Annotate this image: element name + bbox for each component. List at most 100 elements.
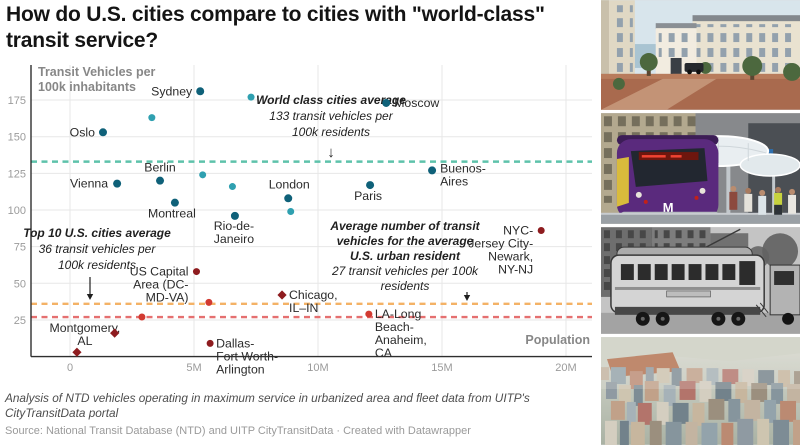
point-label: US Capital	[130, 265, 189, 279]
y-tick-label: 50	[14, 278, 26, 290]
y-tick-label: 175	[8, 95, 26, 107]
point-label: IL–IN	[289, 301, 318, 315]
y-tick-label: 150	[8, 132, 26, 144]
data-point-us-capital-area-dc-md-va[interactable]	[192, 268, 200, 276]
point-label: AL	[77, 334, 92, 348]
point-label: Jersey City-	[468, 237, 533, 251]
point-label: Rio-de-	[214, 219, 254, 233]
data-point-unlabeled[interactable]	[247, 93, 255, 101]
x-axis-title: Population	[525, 333, 590, 347]
data-point-london[interactable]	[284, 194, 293, 203]
point-label: Vienna	[70, 177, 108, 191]
annotation-world-class: 100k residents	[292, 125, 370, 139]
data-point-unlabeled[interactable]	[138, 313, 146, 321]
annotation-arrow-icon	[86, 294, 94, 300]
data-point-unlabeled[interactable]	[228, 183, 236, 191]
annotation-top10-us: 36 transit vehicles per	[39, 242, 157, 256]
photo-purple-light-rail: M	[601, 113, 800, 224]
source-link[interactable]: National Transit Database (NTD) and UITP…	[45, 425, 334, 437]
annotation-us-average: U.S. urban resident	[350, 249, 461, 263]
separator: ·	[336, 425, 341, 437]
data-point-vienna[interactable]	[113, 179, 122, 188]
point-label: NYC-	[503, 224, 533, 238]
streetcar-graphic	[601, 227, 800, 334]
source-prefix: Source:	[5, 425, 43, 437]
chart-source: Source: National Transit Database (NTD) …	[5, 425, 595, 437]
point-label: Sydney	[151, 84, 193, 98]
point-label: Buenos-	[440, 161, 486, 175]
datawrapper-attribution-link[interactable]: Created with Datawrapper	[343, 425, 471, 437]
data-point-unlabeled[interactable]	[205, 298, 213, 306]
data-point-moscow[interactable]	[382, 98, 391, 107]
x-tick-label: 15M	[431, 362, 452, 374]
photo-development-rendering	[601, 0, 800, 110]
point-label: Berlin	[144, 161, 176, 175]
data-point-montreal[interactable]	[170, 198, 179, 207]
data-point-unlabeled[interactable]	[110, 328, 120, 338]
chart-notes: Analysis of NTD vehicles operating in ma…	[5, 391, 530, 420]
point-label: Arlington	[216, 362, 265, 376]
street	[601, 312, 800, 334]
development-rendering-graphic	[601, 0, 800, 110]
annotation-us-average: Average number of transit	[329, 219, 480, 233]
data-point-oslo[interactable]	[98, 128, 107, 137]
data-point-nyc-jersey-city-newark-ny-nj[interactable]	[537, 227, 545, 235]
data-point-paris[interactable]	[366, 181, 375, 190]
x-tick-label: 10M	[307, 362, 328, 374]
second-streetcar	[769, 264, 800, 325]
point-label: Oslo	[70, 125, 95, 139]
buildings	[601, 367, 800, 445]
y-axis-title: 100k inhabitants	[38, 80, 136, 94]
data-point-dallas-fort-worth-arlington[interactable]	[206, 339, 214, 347]
point-label: Area (DC-	[133, 278, 188, 292]
point-label: Janeiro	[214, 232, 254, 246]
point-label: LA-Long	[375, 307, 422, 321]
point-label: CA	[375, 346, 393, 360]
tree	[762, 233, 799, 270]
annotation-top10-us: Top 10 U.S. cities average	[23, 226, 171, 240]
cityscape-graphic	[601, 337, 800, 445]
point-label: MD-VA)	[146, 291, 189, 305]
photo-dense-cityscape	[601, 337, 800, 445]
pedestrians	[729, 185, 797, 215]
point-label: Anaheim,	[375, 333, 427, 347]
annotation-world-class: World class cities average	[256, 93, 406, 107]
data-point-buenos-aires[interactable]	[428, 166, 437, 175]
data-point-unlabeled[interactable]	[287, 207, 295, 215]
chart-title: How do U.S. cities compare to cities wit…	[6, 3, 545, 52]
data-point-berlin[interactable]	[156, 176, 165, 185]
point-label: Beach-	[375, 320, 414, 334]
point-label: Dallas-	[216, 336, 254, 350]
point-label: Montgomery,	[50, 321, 121, 335]
data-point-rio-de-janeiro[interactable]	[230, 211, 239, 220]
annotation-world-class: 133 transit vehicles per	[269, 109, 393, 123]
y-tick-label: 75	[14, 242, 26, 254]
data-point-chicago-il-in[interactable]	[277, 290, 287, 300]
point-label: Chicago,	[289, 288, 338, 302]
y-tick-label: 25	[14, 315, 26, 327]
transit-scatter-chart: 25 50 75 100 125 150 175 0 5M 10M 15M 20M Transit Ve…	[8, 65, 592, 376]
streetcar	[610, 246, 769, 326]
annotation-us-average: vehicles for the average	[337, 234, 474, 248]
point-label: Paris	[354, 189, 382, 203]
photo-historic-streetcar	[601, 227, 800, 334]
data-point-sydney[interactable]	[196, 87, 205, 96]
chart-column: How do U.S. cities compare to cities wit…	[5, 3, 595, 437]
x-tick-label: 0	[67, 362, 73, 374]
data-point-unlabeled[interactable]	[199, 171, 207, 179]
annotation-arrow-icon	[463, 295, 471, 301]
point-label: Aires	[440, 174, 468, 188]
y-axis-title: Transit Vehicles per	[38, 65, 156, 79]
point-label: Montreal	[148, 207, 196, 221]
haze	[601, 337, 800, 390]
data-point-unlabeled[interactable]	[148, 114, 156, 122]
point-label: Newark,	[488, 250, 533, 264]
data-point-montgomery-al[interactable]	[72, 347, 82, 357]
svg-text:M: M	[663, 200, 674, 215]
point-label: Moscow	[394, 96, 439, 110]
annotation-us-average: residents	[381, 279, 430, 293]
y-tick-label: 100	[8, 205, 26, 217]
data-point-la-long-beach-anaheim-ca[interactable]	[365, 310, 373, 318]
platform	[601, 214, 800, 224]
annotation-top10-us: 100k residents	[58, 258, 136, 272]
